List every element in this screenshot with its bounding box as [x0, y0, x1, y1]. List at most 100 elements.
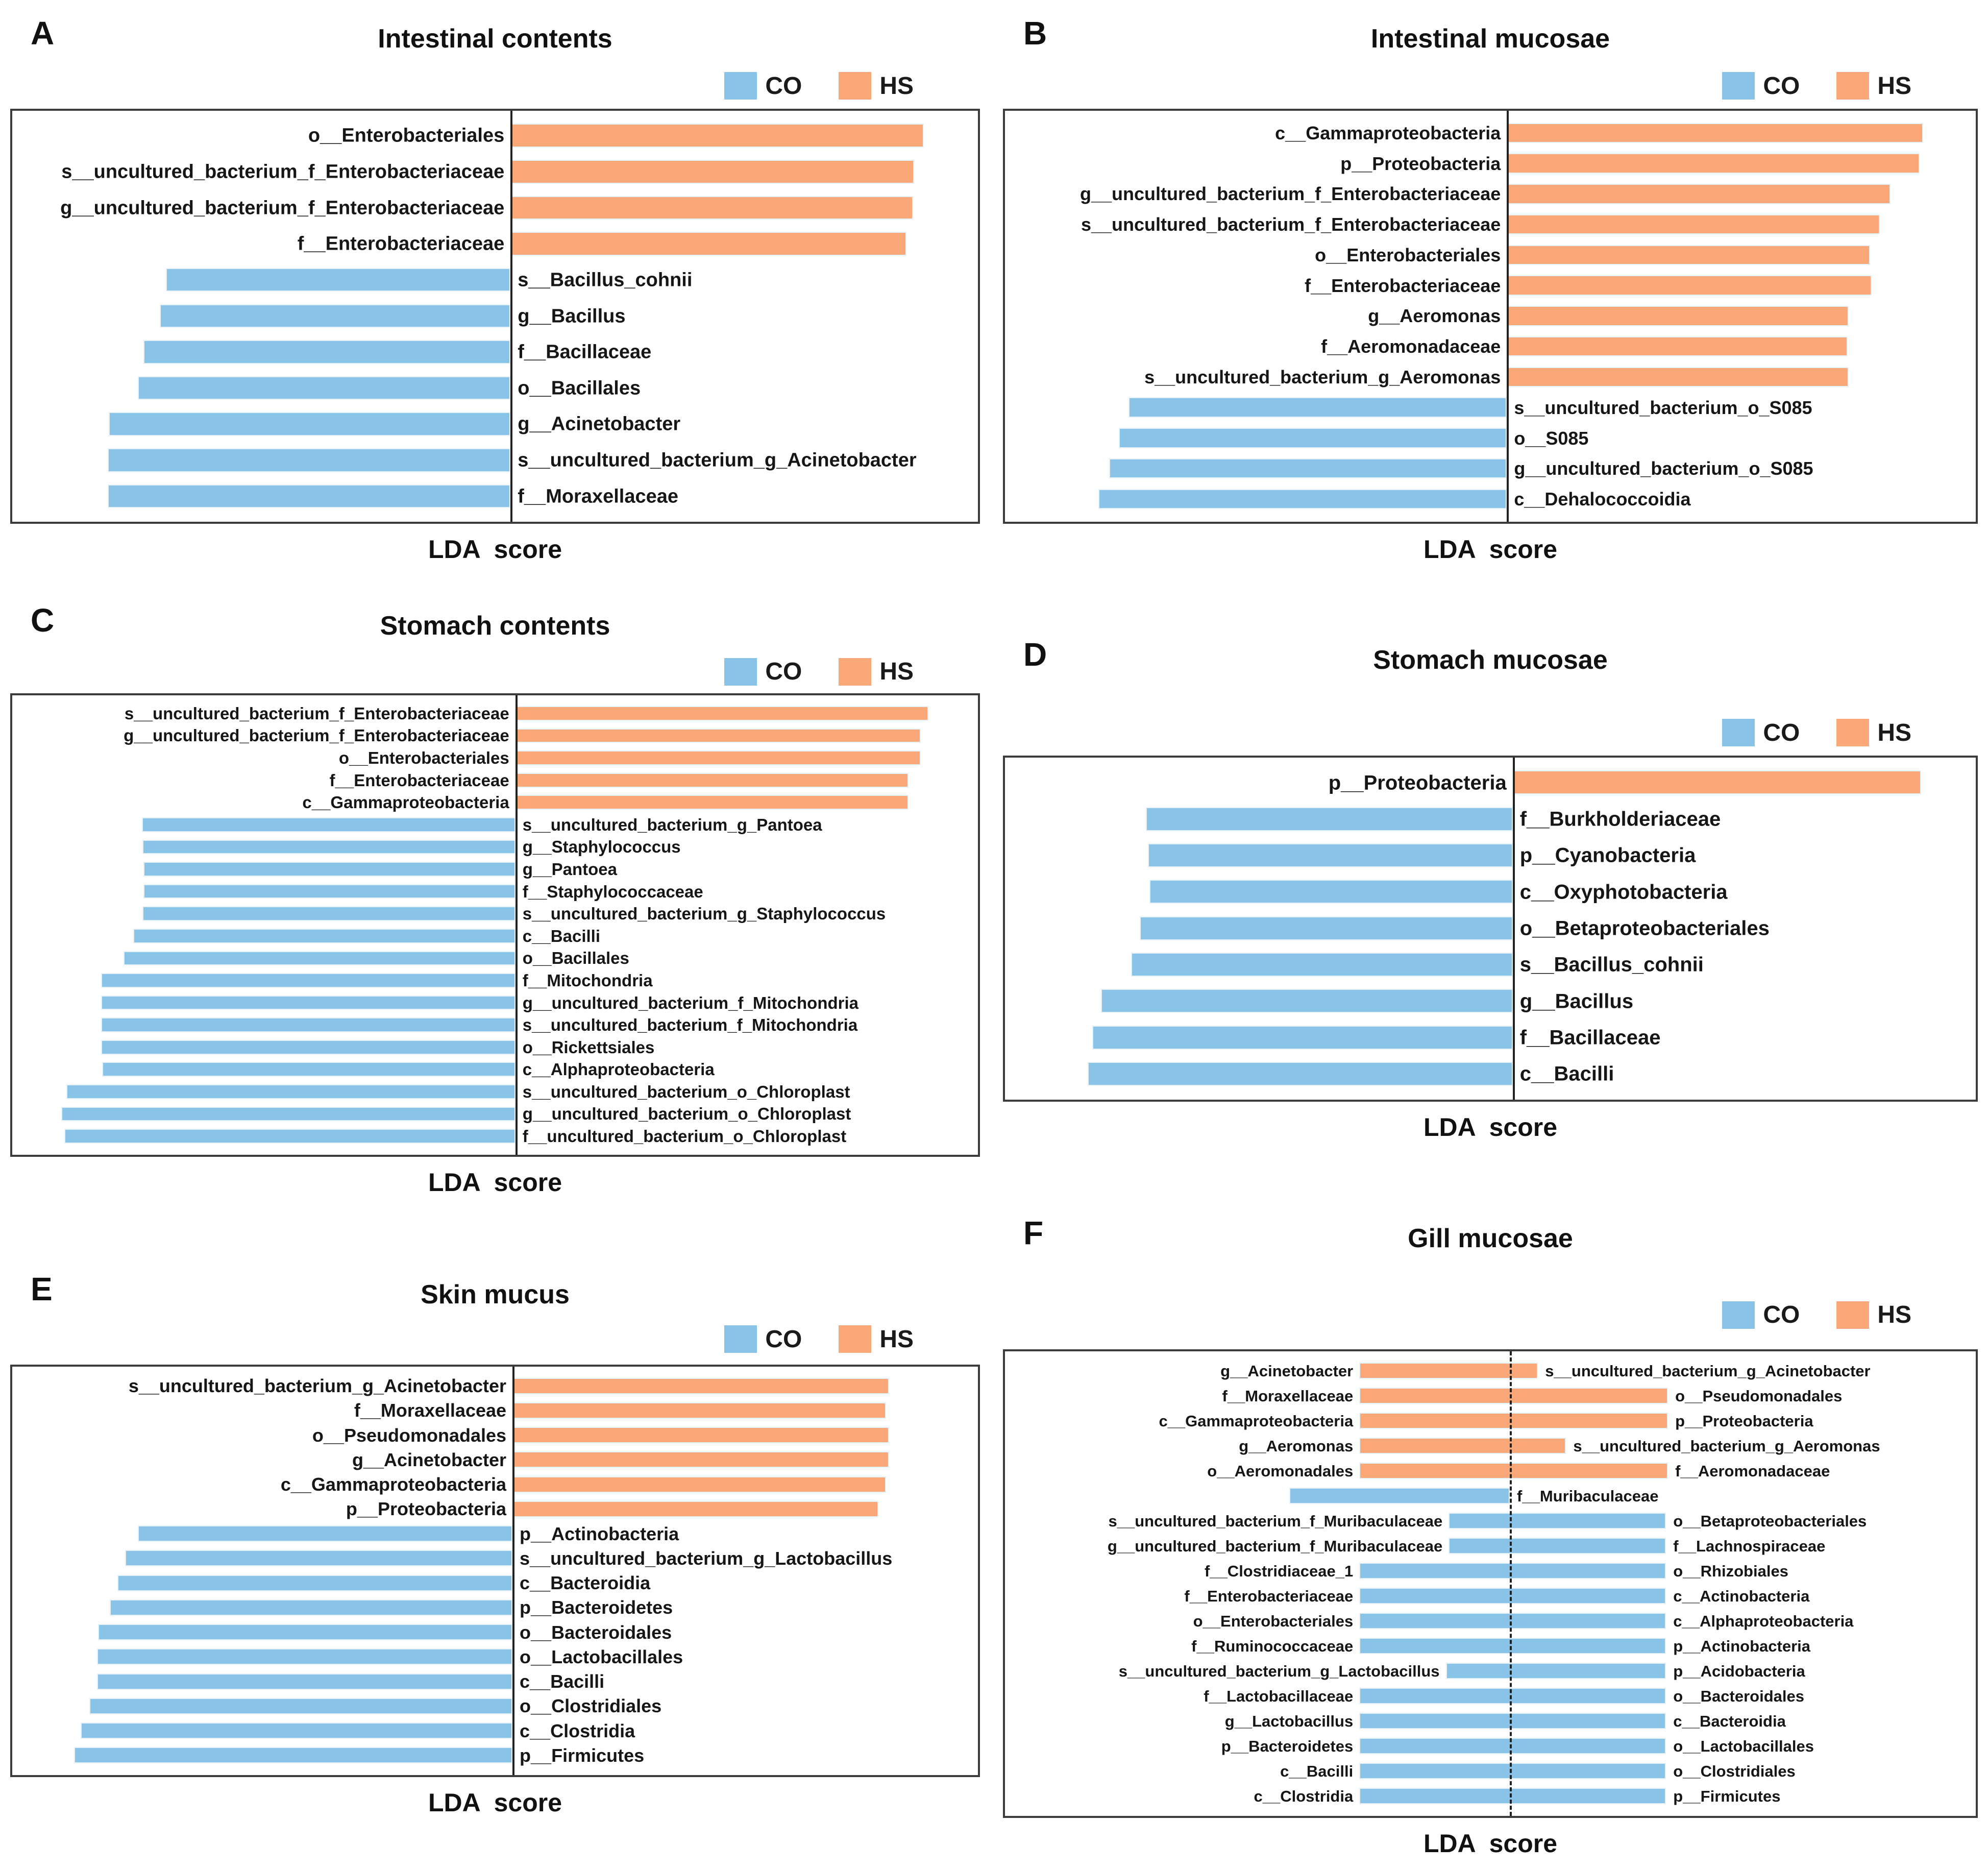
- bar-rows: o__Enterobacteriales s__uncultured_bacter…: [12, 118, 978, 515]
- lda-bar-co: [108, 448, 511, 472]
- taxon-row: o__Enterobacteriales c__Alphaproteobacter…: [1005, 1609, 1976, 1634]
- taxon-label-left: o__Enterobacteriales: [308, 125, 505, 147]
- taxon-label-right: o__Rickettsiales: [522, 1037, 655, 1057]
- lda-bar-co: [1131, 953, 1513, 977]
- taxon-label-left: f__Clostridiaceae_1: [1205, 1562, 1354, 1580]
- taxon-row: s__uncultured_bacterium_g_Lactobacillus p…: [1005, 1659, 1976, 1684]
- legend-hs-label: HS: [879, 658, 914, 685]
- lda-bar-hs: [510, 124, 924, 148]
- lda-bar-co: [1092, 1025, 1513, 1050]
- lda-bar-co: [101, 1039, 516, 1055]
- taxon-label-right: g__Bacillus: [1519, 990, 1634, 1013]
- taxon-label-left: g__Aeromonas: [1368, 305, 1501, 327]
- taxon-label-right: s__uncultured_bacterium_o_S085: [1514, 397, 1812, 418]
- co-swatch-icon: [1722, 1301, 1755, 1329]
- taxon-label-right: o__Lactobacillales: [1673, 1737, 1814, 1755]
- taxon-row: f__Burkholderiaceae: [1005, 801, 1976, 837]
- legend-item-co: CO: [1722, 719, 1800, 747]
- legend: CO HS: [10, 650, 980, 693]
- legend-item-co: CO: [724, 72, 802, 100]
- taxon-label-right: f__Mitochondria: [522, 970, 653, 990]
- taxon-row: c__Gammaproteobacteria: [12, 791, 978, 814]
- taxon-label-left: c__Gammaproteobacteria: [280, 1474, 507, 1495]
- taxon-label-right: f__Bacillaceae: [518, 341, 652, 363]
- lda-bar-co: [1140, 916, 1513, 940]
- legend-item-co: CO: [724, 1325, 802, 1353]
- lda-bar-hs: [1507, 184, 1891, 204]
- taxon-row: c__Clostridia p__Firmicutes: [1005, 1784, 1976, 1809]
- taxon-row: f__Moraxellaceae: [12, 478, 978, 515]
- taxon-label-left: g__uncultured_bacterium_f_Enterobacteria…: [124, 726, 509, 745]
- taxon-row: o__Clostridiales: [12, 1694, 978, 1718]
- x-axis-label: LDA score: [428, 1168, 562, 1197]
- taxon-label-right: g__Staphylococcus: [522, 837, 681, 857]
- plot-area: c__Gammaproteobacteria p__Proteobacteria g…: [1003, 109, 1978, 524]
- lda-bar-co: [117, 1574, 513, 1591]
- panel-stomach-contents: C Stomach contents CO HS s__uncultured_b…: [10, 596, 980, 1208]
- panel-header: D Stomach mucosae: [1003, 630, 1978, 684]
- taxon-label-right: g__Pantoea: [522, 859, 617, 879]
- taxon-label-right: p__Actinobacteria: [520, 1523, 679, 1544]
- lda-bar-co: [89, 1697, 513, 1714]
- taxon-row: c__Gammaproteobacteria p__Proteobacteria: [1005, 1409, 1976, 1434]
- taxon-label-right: c__Bacilli: [522, 926, 600, 945]
- taxon-label-right: o__Lactobacillales: [520, 1646, 683, 1667]
- lda-bar-hs: [515, 728, 921, 743]
- taxon-label-right: s__uncultured_bacterium_g_Staphylococcus: [522, 904, 886, 924]
- lda-bar-co: [1101, 989, 1513, 1013]
- lda-bar-co: [123, 951, 516, 966]
- taxon-row: s__uncultured_bacterium_g_Aeromonas: [1005, 362, 1976, 393]
- lda-bar-co: [64, 1129, 516, 1144]
- lda-bar-co: [1128, 397, 1507, 418]
- taxon-label-right: c__Bacteroidia: [1673, 1712, 1786, 1730]
- lda-bar-co: [133, 928, 516, 943]
- taxon-label-right: s__uncultured_bacterium_g_Acinetobacter: [518, 449, 917, 471]
- taxon-label-left: g__uncultured_bacterium_f_Enterobacteria…: [1080, 183, 1501, 205]
- taxon-label-left: f__Ruminococcaceae: [1191, 1637, 1354, 1655]
- lda-bar-co: [1359, 1562, 1666, 1580]
- lda-bar-hs: [1359, 1437, 1566, 1454]
- taxon-label-right: o__Clostridiales: [1673, 1762, 1796, 1780]
- taxon-label-left: f__Enterobacteriaceae: [1184, 1587, 1354, 1605]
- lda-bar-co: [1359, 1737, 1666, 1755]
- lda-bar-co: [97, 1673, 513, 1690]
- taxon-row: c__Alphaproteobacteria: [12, 1059, 978, 1081]
- taxon-row: o__Enterobacteriales: [12, 118, 978, 154]
- taxon-label-right: s__uncultured_bacterium_f_Mitochondria: [522, 1015, 858, 1035]
- bar-rows: c__Gammaproteobacteria p__Proteobacteria g…: [1005, 118, 1976, 515]
- legend-hs-label: HS: [1877, 1301, 1911, 1328]
- legend-item-hs: HS: [1836, 72, 1911, 100]
- taxon-row: f__Ruminococcaceae p__Actinobacteria: [1005, 1634, 1976, 1659]
- taxon-row: g__Acinetobacter: [12, 1448, 978, 1472]
- taxon-row: o__Betaproteobacteriales: [1005, 910, 1976, 946]
- legend-item-hs: HS: [1836, 719, 1911, 747]
- taxon-row: g__Aeromonas s__uncultured_bacterium_g_Ae…: [1005, 1434, 1976, 1459]
- taxon-row: s__uncultured_bacterium_f_Mitochondria: [12, 1014, 978, 1036]
- taxon-label-left: g__Aeromonas: [1239, 1437, 1354, 1455]
- taxon-row: f__uncultured_bacterium_o_Chloroplast: [12, 1125, 978, 1148]
- taxon-label-left: o__Pseudomonadales: [312, 1424, 507, 1446]
- taxon-label-left: g__Acinetobacter: [1220, 1362, 1354, 1380]
- co-swatch-icon: [724, 72, 757, 100]
- taxon-label-left: o__Enterobacteriales: [1193, 1612, 1354, 1630]
- taxon-row: f__Bacillaceae: [1005, 1020, 1976, 1056]
- lda-bar-hs: [512, 1500, 879, 1517]
- taxon-row: p__Cyanobacteria: [1005, 838, 1976, 874]
- legend-co-label: CO: [765, 1325, 802, 1353]
- taxon-label-right: o__Clostridiales: [520, 1695, 662, 1717]
- lda-bar-co: [110, 1599, 513, 1616]
- lda-bar-hs: [1507, 275, 1872, 296]
- taxon-label-left: s__uncultured_bacterium_g_Aeromonas: [1144, 367, 1501, 387]
- taxon-row: c__Clostridia: [12, 1719, 978, 1743]
- taxon-row: f__Mitochondria: [12, 969, 978, 992]
- taxon-row: g__Acinetobacter: [12, 406, 978, 443]
- lda-bar-co: [101, 995, 516, 1010]
- taxon-row: o__Aeromonadales f__Aeromonadaceae: [1005, 1459, 1976, 1484]
- plot-area: o__Enterobacteriales s__uncultured_bacter…: [10, 109, 980, 524]
- taxon-row: g__Staphylococcus: [12, 836, 978, 859]
- panel-title: Intestinal mucosae: [1370, 24, 1610, 54]
- taxon-label-right: o__Pseudomonadales: [1675, 1387, 1843, 1405]
- taxon-row: o__Rickettsiales: [12, 1036, 978, 1059]
- taxon-label-right: f__uncultured_bacterium_o_Chloroplast: [522, 1127, 847, 1146]
- panel-letter: A: [31, 15, 55, 52]
